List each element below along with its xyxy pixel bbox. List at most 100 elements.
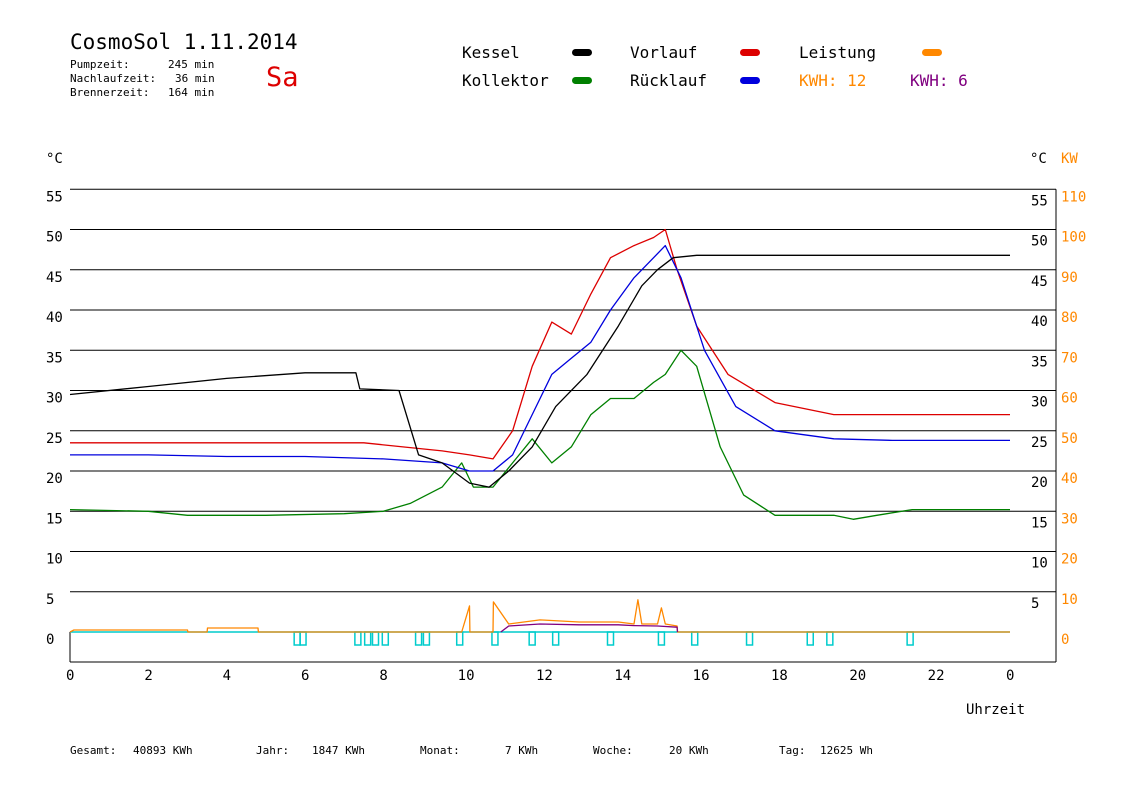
x-tick: 22: [928, 668, 945, 684]
pump-marker: [299, 631, 307, 646]
stat-row: Nachlaufzeit:: [70, 72, 157, 85]
x-tick: 14: [614, 668, 631, 684]
pump-marker: [745, 631, 754, 646]
legend-kollektor-swatch: [572, 77, 592, 84]
legend-ruecklauf-label: Rücklauf: [630, 71, 708, 90]
x-tick: 12: [536, 668, 553, 684]
kw-tick: 110: [1061, 189, 1086, 205]
y-tick-right: 15: [1031, 515, 1048, 531]
weekday-label: Sa: [266, 62, 299, 93]
x-tick: 10: [458, 668, 475, 684]
pump-marker: [491, 631, 499, 646]
series-leistung-2: [500, 623, 679, 633]
footer-jahr-label: Jahr:: [256, 744, 290, 757]
footer-tag-value: 12625 Wh: [820, 744, 873, 757]
left-unit-label: °C: [46, 151, 63, 167]
y-tick-left: 35: [46, 350, 63, 366]
y-tick-left: 25: [46, 431, 63, 447]
x-tick: 0: [66, 668, 74, 684]
page-title: CosmoSol 1.11.2014: [70, 30, 298, 54]
pump-marker: [414, 631, 423, 646]
kw-unit-label: KW: [1061, 151, 1078, 167]
pump-marker: [354, 631, 362, 646]
chart-series: [69, 228, 1010, 633]
pump-markers: [70, 631, 1010, 646]
kw-tick: 0: [1061, 632, 1069, 648]
pump-marker: [371, 631, 380, 646]
footer-tag-label: Tag:: [779, 744, 806, 757]
pump-marker: [657, 631, 666, 646]
y-tick-right: 35: [1031, 354, 1048, 370]
series-kessel: [69, 254, 1010, 488]
kw-tick: 40: [1061, 471, 1078, 487]
y-tick-right: 5: [1031, 596, 1039, 612]
y-tick-left: 20: [46, 471, 63, 487]
legend-kwh-second: KWH: 6: [910, 71, 968, 90]
y-tick-left: 50: [46, 230, 63, 246]
y-tick-left: 45: [46, 270, 63, 286]
y-tick-right: 50: [1031, 234, 1048, 250]
y-tick-right: 45: [1031, 274, 1048, 290]
footer-monat-label: Monat:: [420, 744, 460, 757]
y-tick-left: 30: [46, 391, 63, 407]
chart-grid: [69, 188, 1057, 663]
pump-marker: [528, 631, 536, 646]
y-tick-right: 25: [1031, 435, 1048, 451]
y-tick-left: 40: [46, 310, 63, 326]
y-tick-left: 10: [46, 552, 63, 568]
pump-marker: [293, 631, 301, 646]
pump-marker: [826, 631, 834, 646]
legend-kollektor-label: Kollektor: [462, 71, 549, 90]
x-tick: 16: [693, 668, 710, 684]
kw-tick: 90: [1061, 270, 1078, 286]
pump-marker: [606, 631, 615, 646]
pump-marker: [690, 631, 699, 646]
legend-kessel-swatch: [572, 49, 592, 56]
x-tick: 8: [379, 668, 387, 684]
pump-marker: [381, 631, 390, 646]
footer-jahr-value: 1847 KWh: [312, 744, 365, 757]
kw-tick: 10: [1061, 592, 1078, 608]
series-leistung: [69, 599, 1010, 633]
x-tick: 0: [1006, 668, 1014, 684]
stat-row: Pumpzeit:: [70, 58, 130, 71]
y-tick-right: 20: [1031, 475, 1048, 491]
y-tick-right: 55: [1031, 193, 1048, 209]
x-tick: 4: [223, 668, 231, 684]
y-tick-left: 5: [46, 592, 54, 608]
series-vorlauf: [70, 228, 1010, 460]
legend-kessel-label: Kessel: [462, 43, 520, 62]
kw-tick: 50: [1061, 431, 1078, 447]
footer-monat-value: 7 KWh: [505, 744, 539, 757]
series-kollektor: [69, 349, 1010, 520]
kw-tick: 60: [1061, 391, 1078, 407]
x-tick: 2: [144, 668, 152, 684]
legend-leistung-label: Leistung: [799, 43, 877, 62]
x-tick: 20: [849, 668, 866, 684]
legend-vorlauf-label: Vorlauf: [630, 43, 698, 62]
x-tick: 6: [301, 668, 309, 684]
y-tick-left: 0: [46, 632, 54, 648]
pump-marker: [551, 631, 560, 646]
stat-value: 164 min: [168, 86, 215, 99]
y-tick-left: 15: [46, 511, 63, 527]
stat-value: 245 min: [168, 58, 215, 71]
pump-marker: [806, 631, 814, 646]
series-ruecklauf: [70, 244, 1010, 472]
pump-marker: [906, 631, 914, 646]
kw-tick: 30: [1061, 511, 1078, 527]
kw-tick: 100: [1061, 230, 1086, 246]
legend-vorlauf-swatch: [740, 49, 760, 56]
legend-kwh-leistung: KWH: 12: [799, 71, 867, 90]
stat-row: Brennerzeit:: [70, 86, 150, 99]
footer-gesamt-value: 40893 KWh: [133, 744, 193, 757]
pump-marker: [455, 631, 464, 646]
x-axis-label: Uhrzeit: [966, 702, 1025, 718]
pump-marker: [422, 631, 431, 646]
x-tick: 18: [771, 668, 788, 684]
footer-woche-label: Woche:: [593, 744, 633, 757]
y-tick-left: 55: [46, 189, 63, 205]
y-tick-right: 30: [1031, 395, 1048, 411]
kw-tick: 70: [1061, 350, 1078, 366]
kw-tick: 20: [1061, 552, 1078, 568]
